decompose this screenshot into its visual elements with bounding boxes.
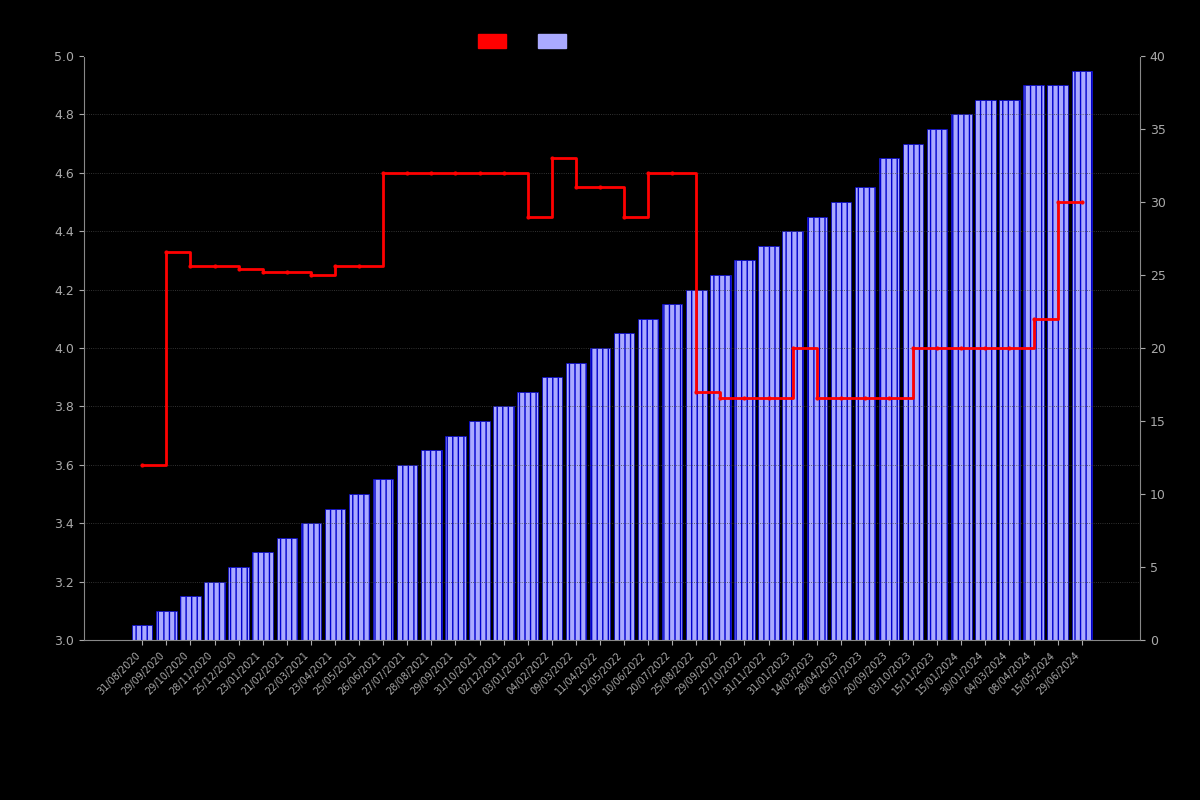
- Bar: [228, 567, 248, 640]
- Bar: [469, 421, 490, 640]
- Bar: [758, 246, 779, 640]
- Bar: [517, 392, 538, 640]
- Bar: [662, 304, 683, 640]
- Bar: [878, 158, 899, 640]
- Bar: [180, 596, 200, 640]
- Bar: [830, 202, 851, 640]
- Bar: [589, 348, 610, 640]
- Bar: [782, 231, 803, 640]
- Bar: [902, 143, 923, 640]
- Bar: [325, 509, 346, 640]
- Bar: [926, 129, 948, 640]
- Bar: [710, 275, 731, 640]
- Bar: [301, 523, 322, 640]
- Bar: [493, 406, 514, 640]
- Bar: [252, 552, 272, 640]
- Bar: [373, 479, 394, 640]
- Bar: [1000, 100, 1020, 640]
- Bar: [638, 318, 659, 640]
- Bar: [541, 377, 562, 640]
- Bar: [854, 187, 875, 640]
- Legend: , : ,: [479, 34, 577, 49]
- Bar: [204, 582, 224, 640]
- Bar: [421, 450, 442, 640]
- Bar: [445, 435, 466, 640]
- Bar: [614, 334, 635, 640]
- Bar: [349, 494, 370, 640]
- Bar: [156, 611, 176, 640]
- Bar: [565, 362, 586, 640]
- Bar: [952, 114, 972, 640]
- Bar: [397, 465, 418, 640]
- Bar: [734, 260, 755, 640]
- Bar: [976, 100, 996, 640]
- Bar: [686, 290, 707, 640]
- Bar: [806, 217, 827, 640]
- Bar: [1024, 85, 1044, 640]
- Bar: [276, 538, 298, 640]
- Bar: [1048, 85, 1068, 640]
- Bar: [132, 626, 152, 640]
- Bar: [1072, 70, 1092, 640]
